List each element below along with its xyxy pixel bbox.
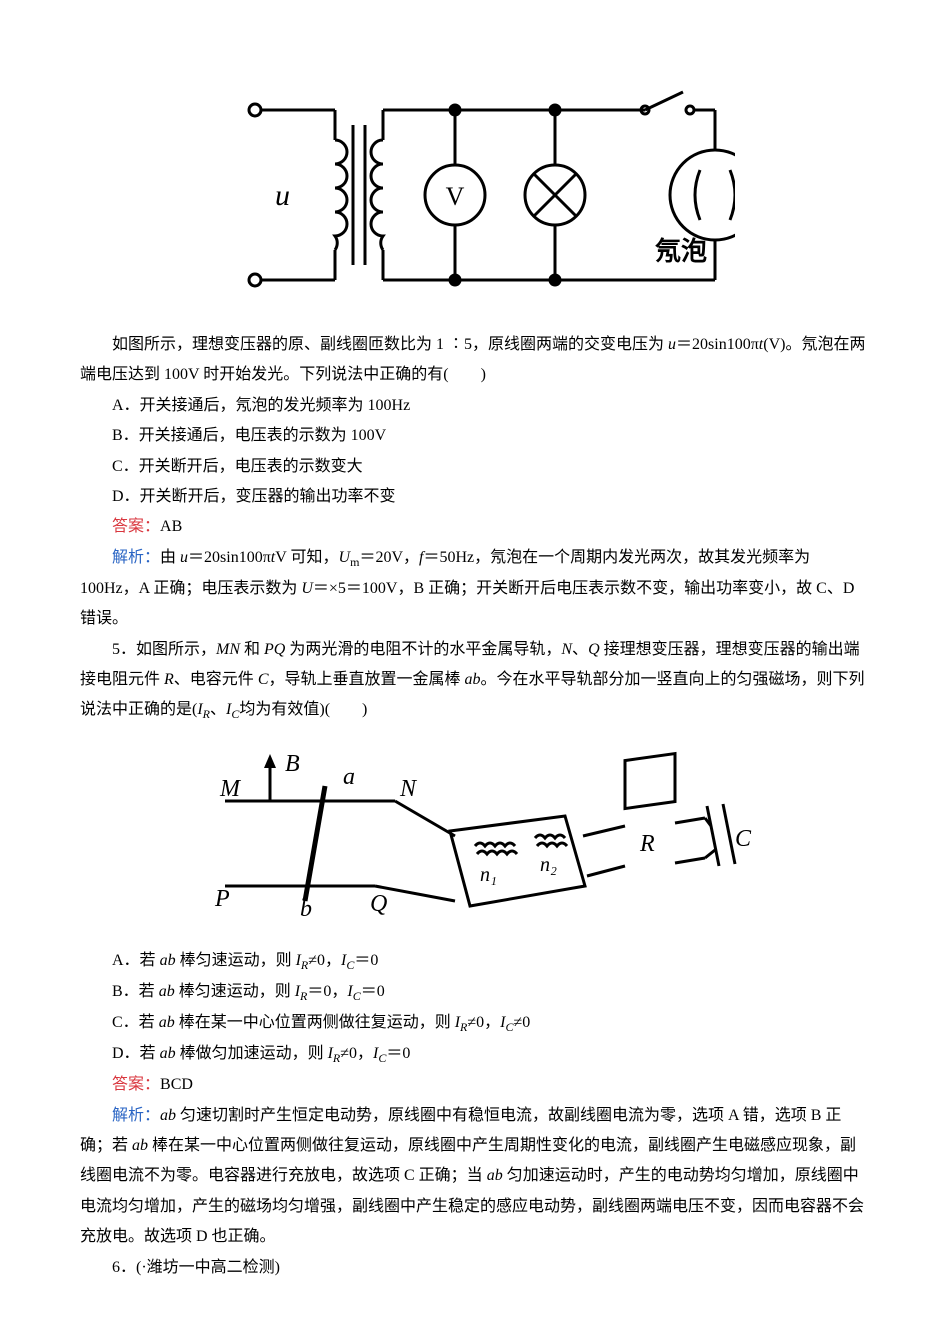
lbl-M: M — [219, 776, 242, 802]
lbl-B: B — [285, 751, 300, 777]
lbl-n2: n₂ — [540, 854, 557, 876]
lbl-a: a — [343, 764, 355, 790]
q4-optA: A．开关接通后，氖泡的发光频率为 100Hz — [80, 391, 870, 421]
lbl-P: P — [214, 886, 230, 912]
neon-label: 氖泡 — [655, 236, 707, 266]
q4-answer: 答案：AB — [80, 512, 870, 542]
q5-optD: D．若 ab 棒做匀加速运动，则 IR≠0，IC＝0 — [80, 1039, 870, 1070]
lbl-C: C — [735, 826, 752, 852]
lbl-n1: n₁ — [480, 864, 497, 886]
q4-analysis: 解析：由 u＝20sin100πtV 可知，Um＝20V，f＝50Hz，氖泡在一… — [80, 543, 870, 635]
q6-text: 6．(·潍坊一中高二检测) — [80, 1253, 870, 1283]
label-u: u — [275, 179, 290, 212]
q4-optC: C．开关断开后，电压表的示数变大 — [80, 452, 870, 482]
lbl-N: N — [399, 776, 418, 802]
lbl-Q: Q — [370, 891, 387, 917]
q5-optA: A．若 ab 棒匀速运动，则 IR≠0，IC＝0 — [80, 946, 870, 977]
voltmeter-label: V — [446, 182, 465, 211]
answer-text: AB — [160, 518, 182, 535]
q5-analysis: 解析：ab 匀速切割时产生恒定电动势，原线圈中有稳恒电流，故副线圈电流为零，选项… — [80, 1101, 870, 1253]
q4-optB: B．开关接通后，电压表的示数为 100V — [80, 421, 870, 451]
q5-stem: 5．如图所示，MN 和 PQ 为两光滑的电阻不计的水平金属导轨，N、Q 接理想变… — [80, 635, 870, 727]
analysis-label: 解析： — [112, 549, 160, 566]
q5-answer: 答案：BCD — [80, 1070, 870, 1100]
lbl-b: b — [300, 896, 312, 922]
answer-label: 答案： — [112, 518, 160, 535]
answer-label: 答案： — [112, 1076, 160, 1093]
q4-stem: 如图所示，理想变压器的原、副线圈匝数比为 1 ∶5，原线圈两端的交变电压为 u＝… — [80, 330, 870, 391]
analysis-label: 解析： — [112, 1107, 160, 1124]
q4-optD: D．开关断开后，变压器的输出功率不变 — [80, 482, 870, 512]
rails-svg: B M N P Q a b n₁ n₂ R C — [195, 746, 755, 926]
figure-transformer: u V 氖泡 — [80, 80, 870, 310]
circuit-svg: u V 氖泡 — [215, 80, 735, 310]
answer-text: BCD — [160, 1076, 193, 1093]
q5-optB: B．若 ab 棒匀速运动，则 IR＝0，IC＝0 — [80, 977, 870, 1008]
q5-optC: C．若 ab 棒在某一中心位置两侧做往复运动，则 IR≠0，IC≠0 — [80, 1008, 870, 1039]
figure-rails: B M N P Q a b n₁ n₂ R C — [80, 746, 870, 926]
lbl-R: R — [639, 831, 655, 857]
